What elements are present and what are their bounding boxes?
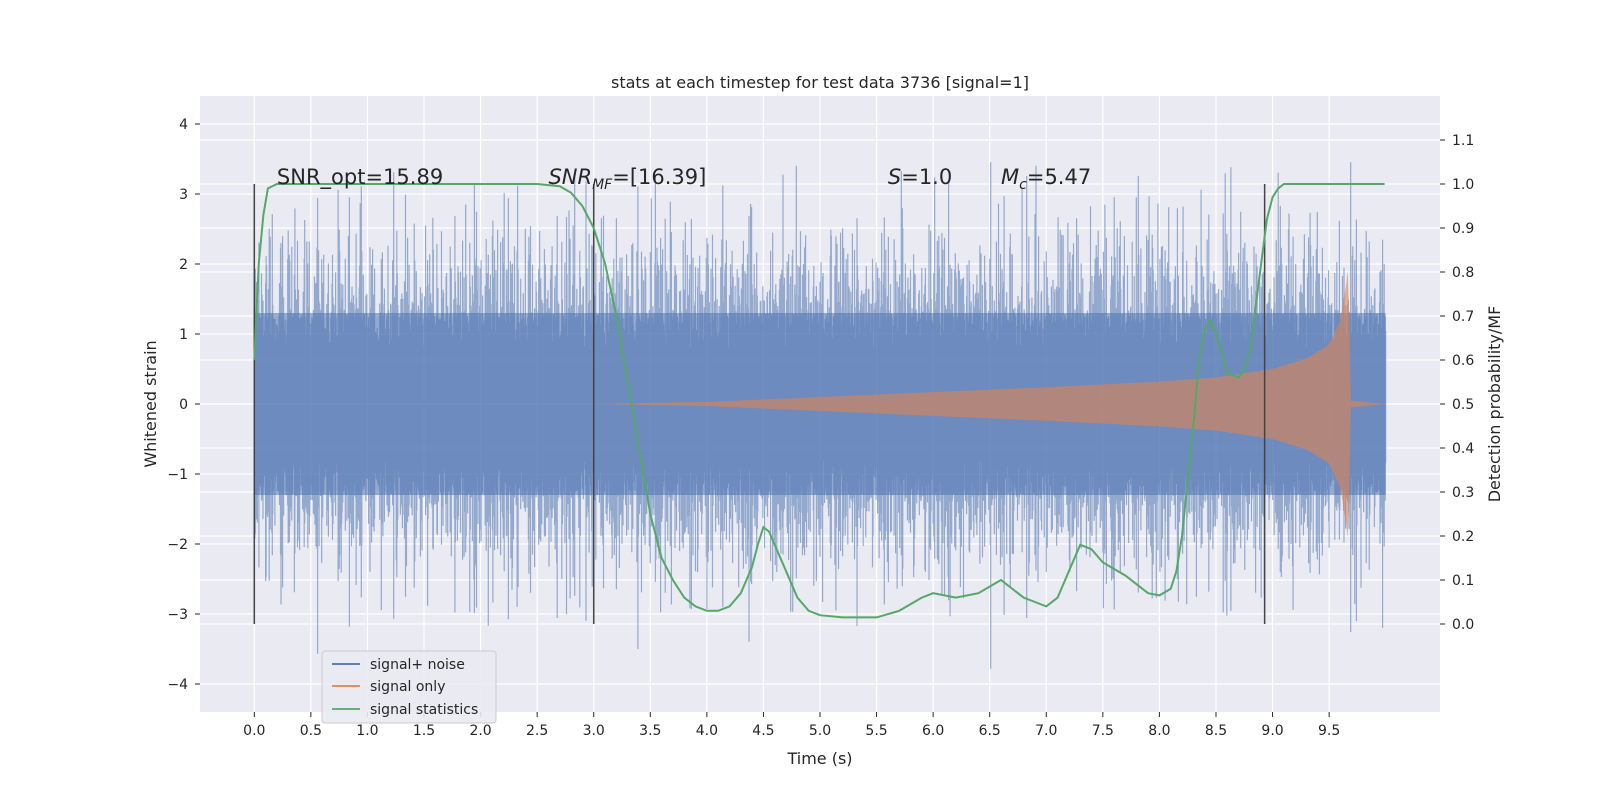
y-tick-label-left: −4	[167, 677, 188, 693]
y-tick-label-right: 0.9	[1452, 221, 1474, 237]
annotation-mc: Mc=5.47	[1001, 165, 1091, 193]
x-tick-label: 8.0	[1148, 723, 1170, 739]
y-tick-label-right: 0.5	[1452, 397, 1474, 413]
y-tick-label-right: 0.6	[1452, 353, 1474, 369]
series-layer	[253, 162, 1387, 669]
y-tick-label-left: 1	[179, 327, 188, 343]
y-tick-label-right: 1.1	[1452, 133, 1474, 149]
y-tick-label-left: −3	[167, 607, 188, 623]
x-tick-label: 6.0	[922, 723, 944, 739]
x-tick-label: 2.5	[526, 723, 548, 739]
series-signal-statistics	[253, 183, 1385, 619]
vertical-markers	[253, 184, 1266, 624]
x-tick-label: 2.0	[469, 723, 491, 739]
y-tick-label-left: −2	[167, 537, 188, 553]
signal-statistics-line	[253, 183, 1385, 619]
y-tick-label-left: 3	[179, 187, 188, 203]
x-tick-label: 4.0	[696, 723, 718, 739]
x-tick-label: 0.0	[243, 723, 265, 739]
x-axis-label: Time (s)	[786, 749, 852, 768]
y-tick-label-right: 0.4	[1452, 441, 1474, 457]
x-tick-label: 6.5	[979, 723, 1001, 739]
x-tick-label: 4.5	[752, 723, 774, 739]
x-tick-label: 3.0	[583, 723, 605, 739]
x-tick-label: 7.5	[1092, 723, 1114, 739]
x-tick-label: 1.0	[356, 723, 378, 739]
x-tick-label: 1.5	[413, 723, 435, 739]
x-tick-label: 9.5	[1318, 723, 1340, 739]
series-signal-only	[593, 270, 1386, 538]
x-tick-label: 3.5	[639, 723, 661, 739]
y-tick-label-right: 1.0	[1452, 177, 1474, 193]
y-tick-label-right: 0.1	[1452, 573, 1474, 589]
annotation-snr-opt: SNR_opt=15.89	[277, 165, 443, 190]
annotation-s: S=1.0	[888, 165, 952, 189]
legend: signal+ noise signal only signal statist…	[321, 650, 497, 724]
x-tick-label: 5.5	[865, 723, 887, 739]
x-tick-label: 7.0	[1035, 723, 1057, 739]
y-tick-label-right: 0.8	[1452, 265, 1474, 281]
legend-label-signal-statistics: signal statistics	[370, 702, 478, 718]
legend-label-signal-noise: signal+ noise	[370, 657, 465, 673]
y-tick-label-right: 0.3	[1452, 485, 1474, 501]
y-tick-label-right: 0.0	[1452, 617, 1474, 633]
x-tick-label: 5.0	[809, 723, 831, 739]
x-tick-label: 8.5	[1205, 723, 1227, 739]
legend-box	[321, 650, 497, 724]
y-tick-label-left: 2	[179, 257, 188, 273]
y-tick-label-left: −1	[167, 467, 188, 483]
tick-labels: 0.0 0.5 1.0 1.5 2.0 2.5 3.0 3.5 4.0 4.5 5.0 5.5 6.0 6…	[167, 117, 1474, 739]
y-axis-label-left: Whitened strain	[141, 340, 160, 467]
annotation-snr-mf: SNRMF=[16.39]	[548, 165, 706, 193]
y-tick-label-right: 0.7	[1452, 309, 1474, 325]
y-tick-label-left: 0	[179, 397, 188, 413]
y-tick-label-right: 0.2	[1452, 529, 1474, 545]
y-axis-label-right: Detection probability/MF	[1485, 306, 1504, 503]
x-tick-label: 0.5	[300, 723, 322, 739]
y-tick-label-left: 4	[179, 117, 188, 133]
annotations: SNR_opt=15.89 SNRMF=[16.39] S=1.0 Mc=5.4…	[277, 165, 1091, 193]
legend-label-signal-only: signal only	[370, 679, 445, 695]
x-tick-label: 9.0	[1261, 723, 1283, 739]
chart-title: stats at each timestep for test data 373…	[611, 73, 1029, 92]
signal-only-trace	[593, 270, 1386, 538]
